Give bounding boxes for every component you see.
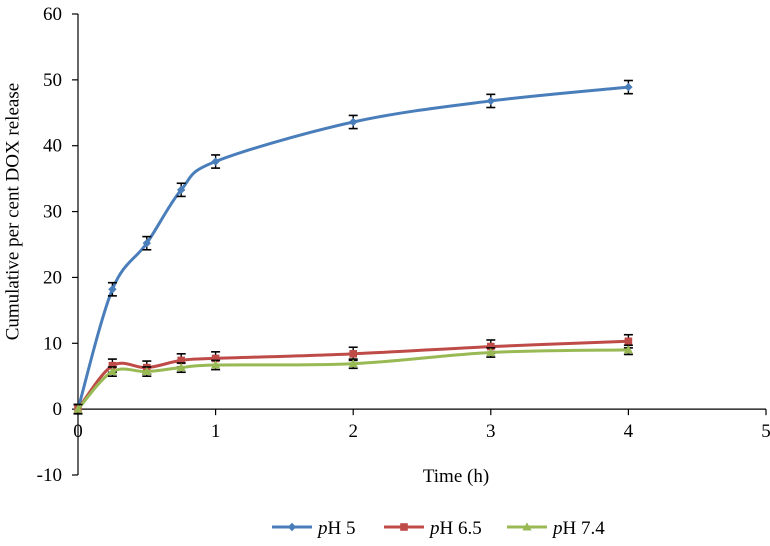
- y-tick-label: 10: [43, 333, 62, 354]
- data-point-ph-5: [177, 185, 186, 195]
- y-tick-label: 20: [43, 267, 62, 288]
- legend-label-suffix: H 6.5: [440, 518, 482, 539]
- y-tick-label: 40: [43, 136, 62, 157]
- legend-marker-ph-6-5: [400, 523, 408, 531]
- legend-marker-ph-7-4: [522, 522, 532, 531]
- y-tick-label: 0: [53, 399, 63, 420]
- legend: pH 5 pH 6.5 pH 7.4: [272, 518, 605, 539]
- data-point-ph-6-5: [349, 350, 357, 358]
- data-point-ph-6-5: [211, 354, 220, 363]
- legend-label-suffix: H 7.4: [563, 518, 606, 539]
- data-point-ph-7-4: [486, 347, 496, 356]
- y-tick-label: 50: [43, 70, 62, 91]
- legend-item-ph-7-4: pH 7.4: [507, 518, 605, 539]
- x-tick-label: 0: [73, 421, 83, 442]
- series-ph-5: [73, 79, 633, 415]
- data-point-ph-6-5: [487, 342, 495, 351]
- x-tick-label: 3: [486, 421, 496, 442]
- data-point-ph-7-4: [623, 345, 633, 354]
- legend-label-ph-5: pH 5: [316, 518, 355, 539]
- data-point-ph-7-4: [142, 367, 152, 376]
- legend-label-prefix: p: [428, 518, 440, 539]
- data-point-ph-5: [486, 96, 495, 106]
- legend-label-prefix: p: [551, 518, 563, 539]
- y-axis-title: Cumulative per cent DOX release: [2, 83, 23, 340]
- series-group: [73, 79, 633, 415]
- legend-label-prefix: p: [316, 518, 328, 539]
- x-tick-label: 4: [624, 421, 634, 442]
- y-tick-label: 60: [43, 4, 62, 25]
- y-tick-label: -10: [37, 465, 62, 486]
- data-point-ph-5: [142, 238, 151, 248]
- data-point-ph-5: [108, 285, 117, 294]
- legend-item-ph-5: pH 5: [272, 518, 355, 539]
- data-point-ph-5: [349, 117, 358, 127]
- data-point-ph-7-4: [107, 367, 117, 376]
- data-point-ph-6-5: [108, 361, 117, 370]
- legend-label-ph-6-5: pH 6.5: [428, 518, 482, 539]
- data-point-ph-5: [211, 157, 220, 166]
- data-point-ph-6-5: [624, 337, 633, 346]
- legend-marker-ph-5: [287, 522, 297, 532]
- x-tick-label: 5: [761, 421, 770, 442]
- legend-item-ph-6-5: pH 6.5: [384, 518, 482, 539]
- legend-label-ph-7-4: pH 7.4: [551, 518, 605, 539]
- data-point-ph-7-4: [348, 359, 358, 368]
- data-point-ph-7-4: [176, 363, 186, 372]
- x-tick-label: 1: [211, 421, 221, 442]
- legend-label-suffix: H 5: [328, 518, 356, 539]
- series-ph-6-5: [73, 333, 633, 415]
- x-tick-label: 2: [348, 421, 358, 442]
- data-point-ph-7-4: [211, 360, 221, 369]
- y-tick-label: 30: [43, 202, 62, 223]
- data-point-ph-5: [624, 82, 633, 92]
- data-point-ph-7-4: [73, 404, 83, 413]
- x-axis-title: Time (h): [423, 466, 489, 487]
- data-point-ph-6-5: [177, 356, 185, 365]
- series-ph-7-4: [73, 344, 633, 415]
